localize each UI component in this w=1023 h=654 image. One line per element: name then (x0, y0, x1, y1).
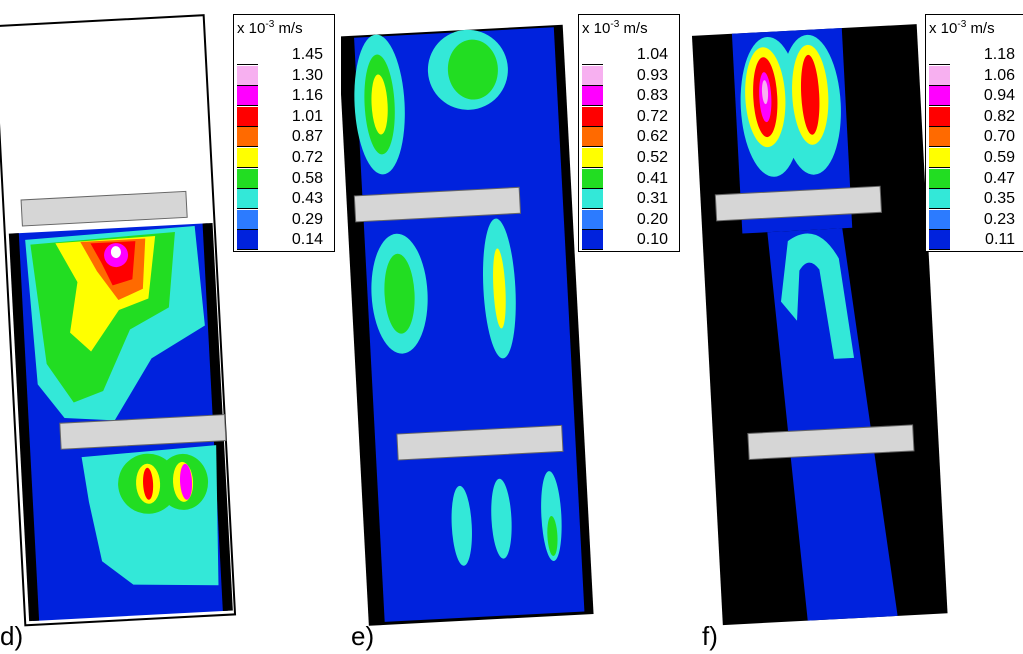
legend-level-label: 0.20 (636, 210, 668, 228)
baffle-lower-e (396, 424, 564, 461)
legend-swatch (582, 230, 603, 251)
legend-swatch (929, 230, 950, 251)
legend-level-label: 0.70 (983, 128, 1015, 146)
legend-swatch (929, 45, 950, 65)
legend-swatch (237, 86, 258, 107)
legend-level-label: 0.29 (291, 210, 323, 228)
legend-swatch (582, 168, 603, 189)
legend-swatch (929, 106, 950, 127)
legend-level-label: 0.11 (985, 231, 1015, 249)
panel-label-e: e) (351, 621, 375, 651)
panel-e: x 10-3 m/s 1.04 0.93 0.83 0.72 0.62 0.52 0.41 0… (341, 0, 682, 654)
panel-label-f: f) (702, 621, 718, 651)
legend-level-label: 1.45 (291, 46, 323, 63)
legend-level-label: 1.16 (291, 87, 323, 105)
legend-level-label: 0.93 (636, 66, 668, 84)
legend-swatch (929, 168, 950, 189)
legend-swatch (929, 127, 950, 148)
legend-swatch (582, 209, 603, 230)
legend-unit-d: x 10-3 m/s (237, 19, 303, 37)
legend-unit-e: x 10-3 m/s (582, 19, 648, 37)
baffle-upper-d (20, 190, 188, 227)
legend-level-label: 0.10 (636, 231, 668, 249)
legend-level-label: 1.30 (291, 66, 323, 84)
baffle-upper-f (714, 185, 882, 222)
legend-swatch (929, 209, 950, 230)
legend-level-label: 0.82 (983, 107, 1015, 125)
baffle-lower-f (747, 424, 915, 461)
legend-level-label: 0.52 (636, 149, 668, 166)
legend-level-label: 0.58 (291, 169, 323, 187)
legend-swatch (929, 189, 950, 210)
legend-level-label: 0.87 (291, 128, 323, 146)
legend-level-label: 0.72 (291, 149, 323, 166)
contour-plot-d (0, 14, 237, 627)
panel-d: x 10-3 m/s 1.45 1.30 1.16 1.01 0.87 0.72 0.58 0… (0, 0, 341, 654)
legend-level-label: 1.06 (983, 66, 1015, 84)
legend-swatch (929, 65, 950, 86)
legend-level-label: 0.41 (636, 169, 668, 187)
legend-swatch (582, 106, 603, 127)
legend-swatch (237, 127, 258, 148)
legend-swatch (929, 148, 950, 168)
legend-swatch (237, 45, 258, 65)
flow-region-f (767, 228, 898, 621)
legend-level-label: 0.35 (983, 190, 1015, 208)
baffle-lower-d (59, 414, 227, 450)
baffle-upper-e (353, 186, 522, 223)
legend-unit-f: x 10-3 m/s (929, 19, 995, 37)
legend-level-label: 0.23 (983, 210, 1015, 228)
legend-f: x 10-3 m/s 1.18 1.06 0.94 0.82 0.70 0.59 0.47 0… (925, 14, 1023, 252)
legend-level-label: 0.72 (636, 107, 668, 125)
legend-swatch (237, 168, 258, 189)
legend-swatch (237, 230, 258, 251)
legend-swatch (237, 189, 258, 210)
legend-e: x 10-3 m/s 1.04 0.93 0.83 0.72 0.62 0.52 0.41 0… (578, 14, 680, 252)
legend-swatch (237, 65, 258, 86)
legend-level-label: 0.94 (983, 87, 1015, 105)
legend-level-label: 0.59 (983, 149, 1015, 166)
legend-level-label: 0.47 (983, 169, 1015, 187)
legend-level-label: 1.18 (983, 46, 1015, 63)
panel-label-d: d) (0, 621, 24, 651)
legend-swatch (582, 189, 603, 210)
panel-f: x 10-3 m/s 1.18 1.06 0.94 0.82 0.70 0.59 0.47 0… (682, 0, 1023, 654)
flow-region-e (354, 27, 585, 622)
contour-plot-f (691, 24, 948, 626)
legend-swatch (582, 127, 603, 148)
legend-swatch (237, 209, 258, 230)
legend-swatch (929, 86, 950, 107)
legend-level-label: 0.83 (636, 87, 668, 105)
legend-swatch (582, 86, 603, 107)
legend-level-label: 0.31 (636, 190, 668, 208)
legend-level-label: 1.04 (636, 46, 668, 63)
legend-swatch (237, 106, 258, 127)
legend-level-label: 1.01 (291, 107, 323, 125)
legend-swatch (582, 45, 603, 65)
legend-level-label: 0.43 (291, 190, 323, 208)
legend-level-label: 0.62 (636, 128, 668, 146)
legend-level-label: 0.14 (291, 231, 323, 249)
legend-swatch (237, 148, 258, 168)
contour-plot-e (341, 24, 594, 626)
legend-swatch (582, 148, 603, 168)
legend-d: x 10-3 m/s 1.45 1.30 1.16 1.01 0.87 0.72 0.58 0… (233, 14, 335, 252)
legend-swatch (582, 65, 603, 86)
